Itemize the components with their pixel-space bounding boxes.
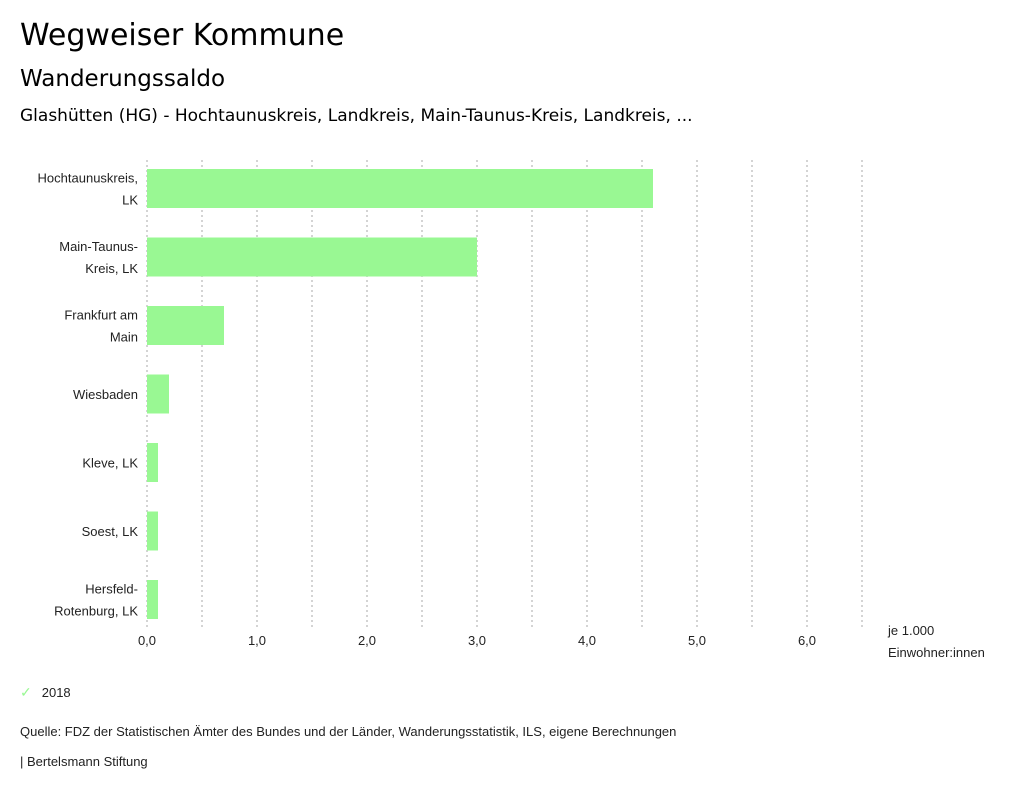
category-label: Main-Taunus- — [59, 239, 138, 254]
region-label: Glashütten (HG) - Hochtaunuskreis, Landk… — [20, 106, 693, 126]
bar — [147, 374, 169, 414]
category-label: Wiesbaden — [73, 387, 138, 402]
source-note: Quelle: FDZ der Statistischen Ämter des … — [20, 724, 677, 739]
bar — [147, 511, 158, 551]
x-tick-label: 3,0 — [468, 633, 486, 648]
x-tick-label: 4,0 — [578, 633, 596, 648]
bar-chart: 0,0 1,0 2,0 3,0 4,0 5,0 6,0 je 1.000 Einwohner:i… — [38, 160, 985, 660]
category-label: Kleve, LK — [82, 456, 138, 471]
x-tick-label: 0,0 — [138, 633, 156, 648]
category-label: Soest, LK — [82, 524, 139, 539]
x-tick-label: 1,0 — [248, 633, 266, 648]
category-label: Rotenburg, LK — [54, 604, 138, 619]
legend-label: 2018 — [41, 685, 71, 700]
category-label: LK — [122, 193, 138, 208]
bar — [147, 443, 158, 482]
category-label: Kreis, LK — [85, 261, 138, 276]
x-tick-label: 2,0 — [358, 633, 376, 648]
chart-subtitle: Wanderungssaldo — [20, 66, 226, 92]
legend-item[interactable]: ✓ 2018 — [20, 684, 71, 701]
bar — [147, 169, 653, 208]
x-tick-label: 6,0 — [798, 633, 816, 648]
category-label: Frankfurt am — [64, 308, 138, 323]
x-tick-label: 5,0 — [688, 633, 706, 648]
x-axis-label: Einwohner:innen — [888, 645, 985, 660]
brand-note: | Bertelsmann Stiftung — [20, 754, 148, 769]
page-title: Wegweiser Kommune — [20, 18, 345, 53]
check-icon: ✓ — [20, 684, 32, 700]
category-label: Hersfeld- — [85, 582, 138, 597]
category-label: Main — [110, 330, 138, 345]
bar — [147, 580, 158, 619]
category-label: Hochtaunuskreis, — [38, 171, 138, 186]
bar — [147, 237, 477, 277]
x-axis-label: je 1.000 — [887, 623, 934, 638]
bar — [147, 306, 224, 345]
